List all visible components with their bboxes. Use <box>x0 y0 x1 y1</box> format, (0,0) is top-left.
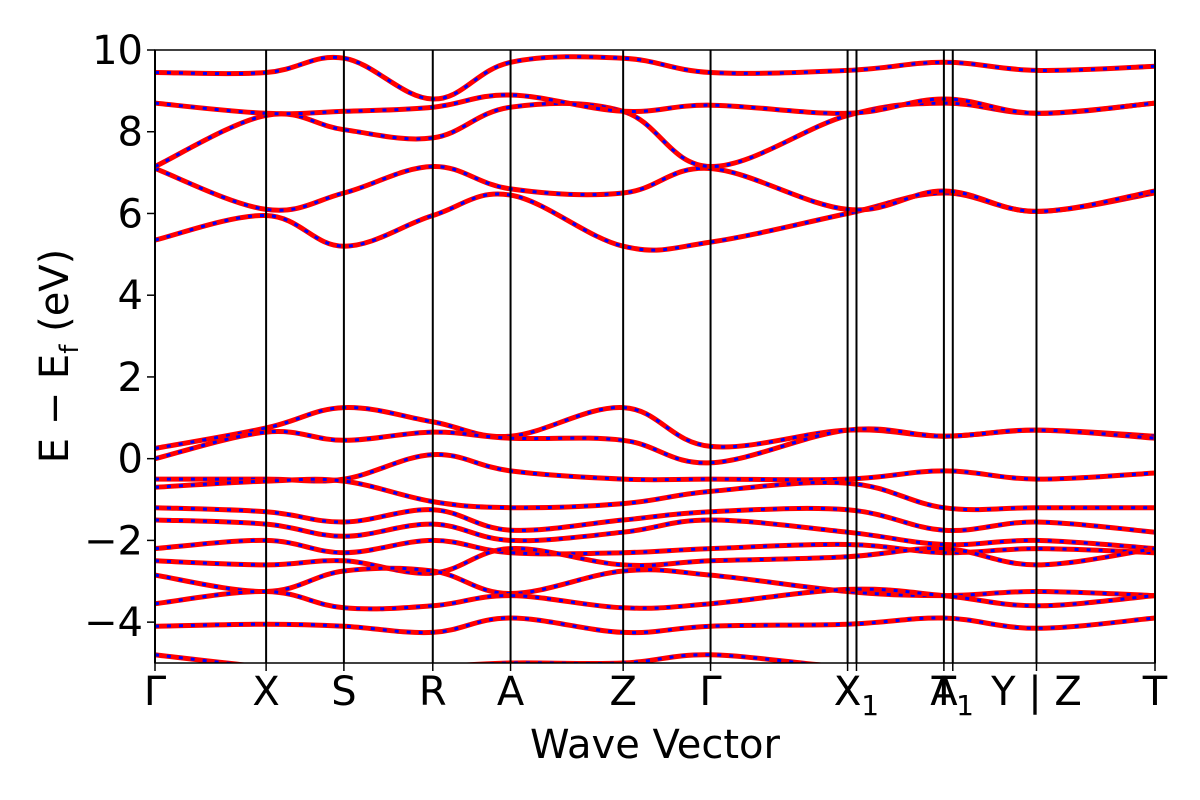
band-c2 <box>155 163 1155 214</box>
band-c1-overlay <box>155 191 1155 252</box>
x-tick-label-5: Z <box>609 669 636 715</box>
x-tick-label-11: Y | Z <box>990 669 1082 715</box>
band-c1 <box>155 190 1155 253</box>
band-c4-overlay <box>155 93 1155 116</box>
y-tick-label: 6 <box>118 191 143 237</box>
y-tick-label: 0 <box>118 437 143 483</box>
y-axis-title: E − Ef (eV) <box>32 249 85 464</box>
x-axis-title: Wave Vector <box>530 722 781 768</box>
band-c2-overlay <box>155 164 1155 213</box>
x-tick-label-10: T1 <box>931 669 974 722</box>
band-v3-overlay <box>155 506 1155 534</box>
x-tick-label-2: S <box>331 669 356 715</box>
x-tick-label-8: X1 <box>834 669 879 722</box>
y-tick-label: 8 <box>118 110 143 156</box>
y-tick-label: 10 <box>92 28 143 74</box>
band-v2 <box>155 476 1155 513</box>
x-tick-label-9: A <box>930 669 958 715</box>
y-tick-label: 4 <box>118 273 143 319</box>
x-tick-label-7: X <box>834 669 861 715</box>
y-tick-label: 2 <box>118 355 143 401</box>
band-c5 <box>155 54 1155 102</box>
band-v2-overlay <box>155 477 1155 512</box>
x-tick-label-12: T <box>1142 669 1168 715</box>
band-c4 <box>155 92 1155 117</box>
band-v7 <box>155 565 1155 599</box>
y-tick-label: −2 <box>84 518 143 564</box>
x-tick-label-0: Γ <box>144 669 167 715</box>
band-c6 <box>155 405 1155 451</box>
y-ticks: 10 8 6 4 2 0 −2 −4 <box>84 28 155 646</box>
band-v7-overlay <box>155 566 1155 598</box>
x-tick-label-4: A <box>497 669 525 715</box>
band-v6-overlay <box>155 546 1155 575</box>
plot-frame <box>154 49 1156 664</box>
x-tick-label-1: X <box>252 669 279 715</box>
band-c5-overlay <box>155 55 1155 101</box>
y-tick-label: −4 <box>84 600 143 646</box>
bands-layer <box>155 54 1155 663</box>
x-tick-label-6: Γ <box>699 669 722 715</box>
band-v4-overlay <box>155 518 1155 551</box>
x-tick-label-3: R <box>419 669 447 715</box>
